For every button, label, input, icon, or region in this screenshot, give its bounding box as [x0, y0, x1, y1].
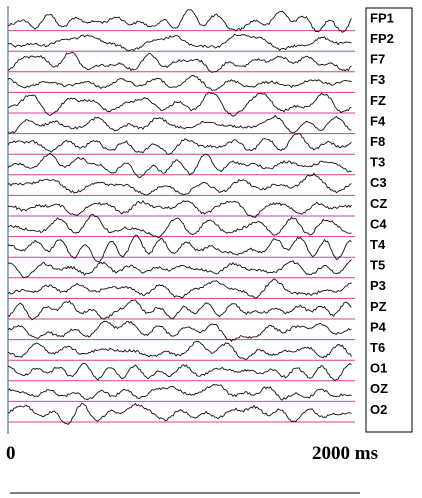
label-box — [365, 7, 413, 433]
channel-label: T3 — [370, 155, 385, 170]
eeg-trace — [7, 278, 352, 299]
channel-label: OZ — [370, 381, 388, 396]
traces — [7, 9, 355, 425]
channel-label: FP1 — [370, 10, 394, 25]
x-end-label: 2000 ms — [312, 443, 378, 464]
eeg-trace — [7, 9, 352, 33]
eeg-trace — [7, 91, 352, 117]
eeg-trace — [7, 383, 352, 401]
channel-label: P3 — [370, 278, 386, 293]
channel-label: F8 — [370, 134, 385, 149]
eeg-trace — [7, 234, 352, 263]
channel-label: C4 — [370, 216, 387, 231]
channel-label: O2 — [370, 402, 387, 417]
eeg-trace — [7, 320, 352, 343]
channel-label: PZ — [370, 299, 387, 314]
x-start-label: 0 — [6, 443, 16, 464]
channel-label: O1 — [370, 361, 387, 376]
eeg-trace — [7, 199, 352, 218]
eeg-trace — [7, 363, 352, 381]
eeg-trace — [7, 259, 352, 279]
eeg-trace — [7, 172, 352, 196]
eeg-trace — [7, 299, 352, 321]
eeg-trace — [7, 51, 352, 73]
eeg-trace — [7, 403, 352, 425]
channel-label: T5 — [370, 258, 385, 273]
channel-label: FP2 — [370, 31, 394, 46]
channel-label: T6 — [370, 340, 385, 355]
eeg-trace — [7, 115, 352, 134]
channel-label: C3 — [370, 175, 387, 190]
eeg-trace — [7, 133, 352, 155]
eeg-trace — [7, 214, 352, 239]
channel-label: FZ — [370, 93, 386, 108]
channel-labels: FP1 FP2 F7 F3 FZ F4 F8 T3 C3 CZ C4 T4 T5 P3 PZ P4 T6 O1 OZ… — [370, 10, 394, 416]
channel-label: F4 — [370, 113, 386, 128]
eeg-trace — [7, 340, 352, 360]
channel-label: P4 — [370, 319, 387, 334]
eeg-trace — [7, 74, 352, 92]
channel-label: F3 — [370, 72, 385, 87]
channel-label: CZ — [370, 196, 387, 211]
channel-label: T4 — [370, 237, 386, 252]
eeg-trace — [7, 33, 352, 52]
eeg-trace — [7, 152, 352, 179]
channel-label: F7 — [370, 52, 385, 67]
